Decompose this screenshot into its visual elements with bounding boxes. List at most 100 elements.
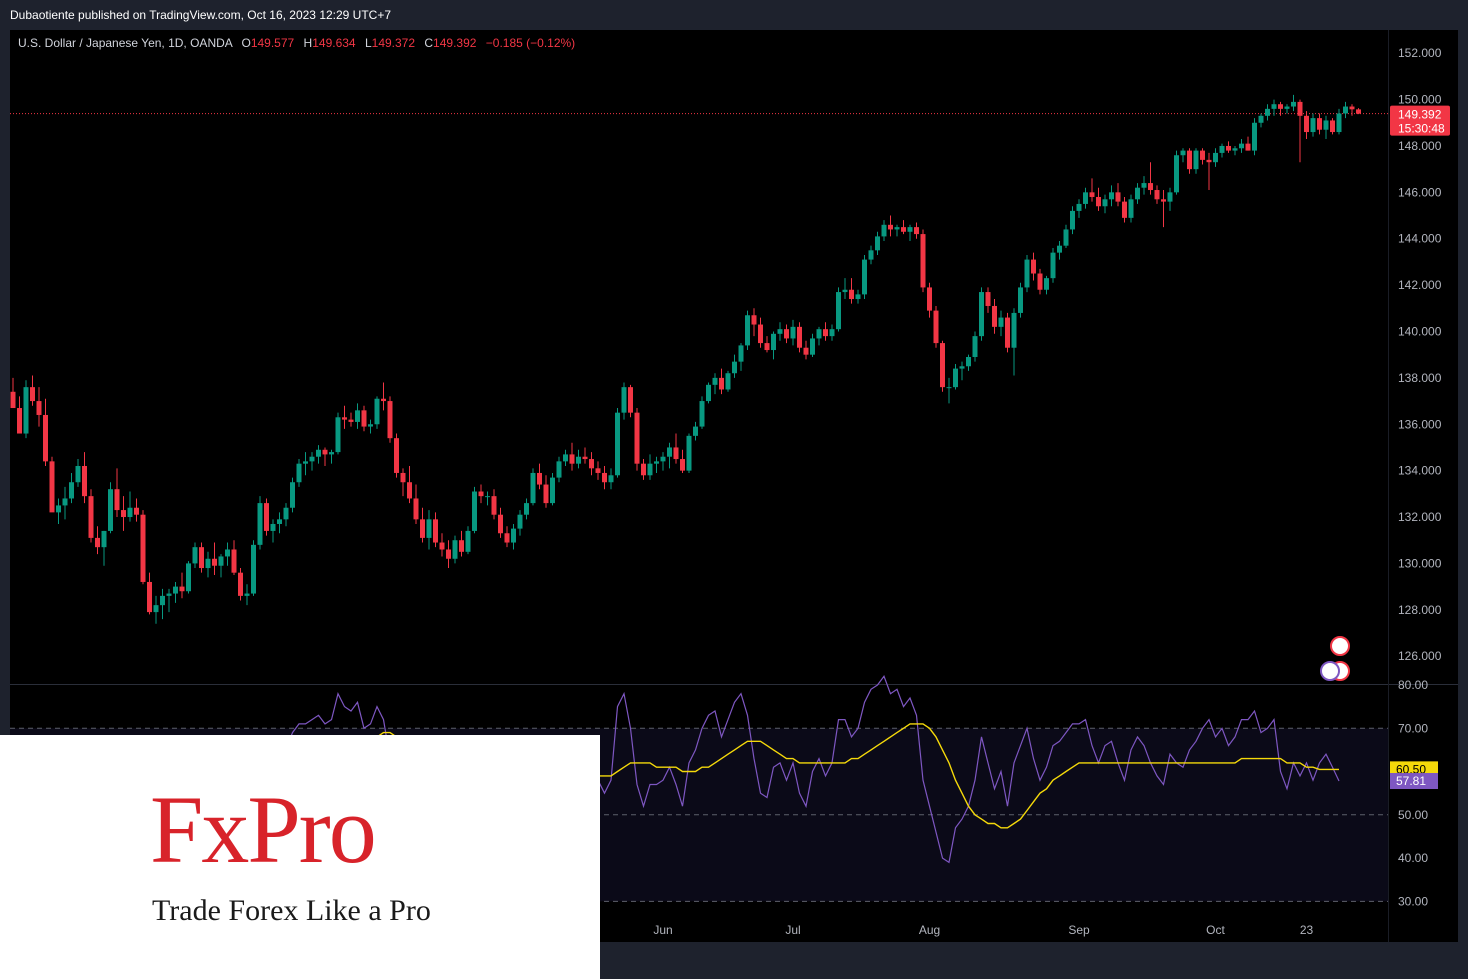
price-tick-label: 126.000 (1398, 649, 1442, 663)
open-label: O (241, 36, 251, 50)
rsi-tick-label: 70.00 (1398, 721, 1428, 735)
candle-body (231, 549, 237, 573)
high-label: H (303, 36, 313, 50)
candle-body (1265, 108, 1270, 116)
price-tick-label: 142.000 (1398, 278, 1442, 292)
candle-body (894, 227, 900, 230)
candle-body (738, 345, 744, 362)
price-tick-label: 152.000 (1398, 46, 1442, 60)
rsi-tick-label: 40.00 (1398, 851, 1428, 865)
candle-body (1187, 150, 1192, 170)
candle-body (192, 547, 198, 564)
candle-body (1278, 104, 1283, 109)
low-value: 149.372 (371, 36, 416, 50)
candle-body (485, 496, 490, 498)
candle-body (36, 401, 42, 415)
candle-body (1323, 120, 1329, 130)
candle-body (1245, 143, 1251, 151)
candle-body (511, 528, 516, 543)
candle-body (472, 491, 477, 531)
candle-body (238, 572, 243, 596)
candle-body (1109, 192, 1114, 200)
candle-body (927, 287, 932, 311)
candle-body (56, 505, 61, 513)
candle-body (244, 593, 250, 596)
candle-body (1239, 143, 1244, 149)
candle-body (140, 514, 146, 582)
candle-body (95, 537, 100, 548)
open-value: 149.577 (250, 36, 295, 50)
candle-body (498, 514, 503, 534)
price-tick-label: 132.000 (1398, 510, 1442, 524)
candle-body (875, 236, 880, 251)
candle-body (134, 507, 139, 515)
candle-body (1096, 196, 1101, 207)
candle-body (478, 491, 484, 497)
candle-body (322, 449, 328, 455)
price-tick-label: 134.000 (1398, 464, 1442, 478)
candle-body (992, 305, 997, 327)
candle-body (1037, 273, 1043, 290)
candle-body (888, 224, 893, 230)
price-tick-label: 150.000 (1398, 93, 1442, 107)
candle-body (680, 459, 685, 471)
candle-body (602, 472, 607, 483)
candle-body (719, 377, 724, 390)
candle-body (1206, 159, 1212, 163)
candle-body (517, 514, 523, 529)
candle-body (1213, 152, 1218, 163)
candle-body (1005, 317, 1010, 348)
time-tick-label: 23 (1300, 923, 1314, 937)
candle-body (1167, 192, 1173, 202)
price-badge (1390, 105, 1450, 136)
candle-body (654, 461, 659, 464)
candle-body (446, 549, 451, 559)
candle-body (329, 452, 334, 455)
candle-body (1317, 118, 1322, 130)
candle-body (816, 329, 822, 339)
high-value: 149.634 (312, 36, 356, 50)
candle-body (1174, 155, 1179, 193)
rsi-tick-label: 80.00 (1398, 678, 1428, 692)
candle-body (725, 373, 731, 390)
candle-body (173, 586, 178, 594)
candle-body (732, 361, 737, 374)
candle-body (1252, 122, 1257, 151)
candle-body (101, 530, 107, 548)
candle-body (693, 426, 698, 436)
symbol-title[interactable]: U.S. Dollar / Japanese Yen, 1D, OANDA (18, 36, 233, 50)
candle-body (985, 292, 991, 306)
candle-body (1219, 145, 1225, 153)
candle-body (127, 507, 133, 518)
candle-body (563, 454, 568, 462)
price-tick-label: 136.000 (1398, 417, 1442, 431)
candle-body (361, 410, 367, 427)
chart-canvas[interactable]: 126.000 128.000 130.000 132.000 134.000 136.0… (10, 30, 1458, 942)
candle-body (933, 310, 939, 344)
close-label: C (424, 36, 434, 50)
candle-body (842, 289, 848, 293)
price-badge-countdown: 15:30:48 (1398, 122, 1445, 136)
price-tick-label: 144.000 (1398, 232, 1442, 246)
candle-body (1284, 106, 1290, 109)
candle-body (1349, 106, 1355, 110)
time-tick-label: Jun (653, 923, 672, 937)
price-tick-label: 146.000 (1398, 185, 1442, 199)
price-tick-label: 138.000 (1398, 371, 1442, 385)
candle-body (660, 456, 666, 462)
candle-body (121, 510, 126, 518)
candle-body (920, 234, 926, 288)
candle-body (1141, 183, 1147, 188)
candle-body (251, 544, 256, 594)
candle-body (940, 343, 945, 388)
candle-body (667, 447, 672, 457)
candle-body (264, 503, 269, 531)
candle-body (634, 412, 640, 464)
symbol-legend: U.S. Dollar / Japanese Yen, 1D, OANDA O1… (18, 36, 575, 50)
candle-body (576, 456, 581, 464)
candle-body (706, 384, 711, 402)
candle-body (959, 366, 965, 369)
candle-body (712, 377, 718, 385)
candle-body (595, 468, 601, 473)
candle-body (381, 398, 386, 402)
